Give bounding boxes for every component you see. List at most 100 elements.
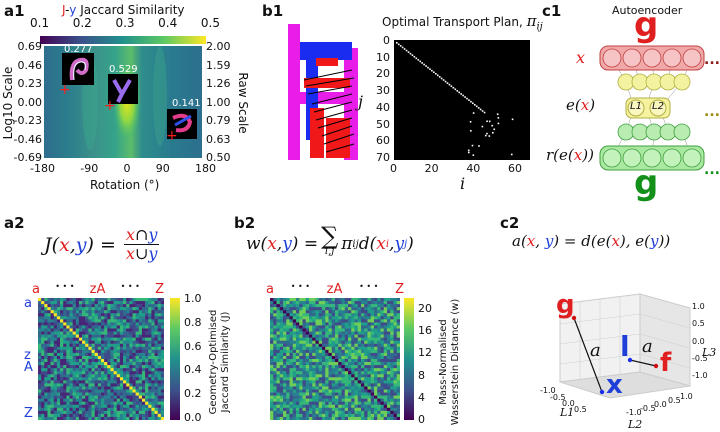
b2-colorbar-label: Mass-Normalised Wasserstein Distance (w)	[438, 298, 461, 426]
b1-transport-dot	[397, 43, 400, 46]
c2-point-x: x	[606, 370, 623, 400]
c1-latent-2: L2	[652, 101, 664, 112]
b1-transport-dot	[396, 42, 398, 44]
a1-marker-left: +	[59, 82, 71, 98]
panel-label-a2: a2	[4, 214, 25, 232]
b1-transport-dot	[475, 105, 478, 108]
a2-colorbar-ticks: 1.0 0.8 0.6 0.4 0.2 0.0	[184, 292, 202, 424]
b1-transport-dot	[438, 76, 441, 78]
b1-transport-dot	[415, 57, 418, 60]
a1-colorbar-title: J-y Jaccard Similarity	[62, 3, 185, 17]
c1-network-diagram	[599, 45, 705, 171]
b1-transport-dot	[467, 149, 470, 152]
a1-colorbar-ticks: 0.1 0.2 0.3 0.4 0.5	[30, 16, 220, 30]
a1-inset-right	[167, 109, 197, 139]
a1-band-right	[153, 46, 167, 146]
b1-transport-dot	[442, 79, 445, 81]
b1-transport-dot	[456, 90, 459, 92]
b1-transport-dot	[484, 134, 487, 137]
b1-transport-dot	[492, 131, 494, 134]
b1-transport-dot	[458, 91, 460, 94]
b1-transport-dot	[486, 120, 488, 123]
b1-transport-dot	[399, 45, 402, 47]
c2-z-ticks: 1.0 0.5 0.0 -0.5 -1.0	[692, 302, 708, 380]
b1-transport-dot	[472, 102, 474, 105]
b1-transport-dot	[427, 66, 429, 69]
b1-transport-dot	[460, 93, 462, 95]
b1-transport-dot	[497, 122, 500, 125]
b1-transport-dot	[486, 132, 488, 135]
b1-transport-dot	[493, 128, 496, 131]
b2-equation: w(x, y) = ∑ i,j π ij d(x i, y j)	[246, 222, 414, 257]
panel-label-b1: b1	[262, 2, 284, 20]
c2-x-ticks: -1.0 -0.5 0.0 0.5	[540, 386, 587, 414]
c2-axis-label-2: L2	[628, 418, 643, 431]
b1-transport-dot	[421, 62, 423, 64]
c1-label-rex: r(e(x))	[546, 146, 594, 164]
b1-transport-dot	[472, 112, 475, 114]
c2-edge-label-right: a	[642, 336, 653, 357]
c1-glyph-bottom: g	[634, 163, 659, 203]
b2-colorbar-ticks: 20 16 12 8 4 0	[418, 302, 432, 426]
a2-colorbar-label: Geometry-Optimised Jaccard Similarity (J…	[208, 309, 231, 415]
c1-glyph-top: g	[634, 5, 659, 45]
c1-latent-1: L1	[630, 101, 642, 112]
a2-side-labels: a z A Z	[24, 296, 33, 421]
b1-xlabel: i	[460, 174, 466, 193]
b1-transport-dot	[409, 52, 412, 55]
a1-ylabel-right: Raw Scale	[236, 72, 250, 134]
a2-similarity-matrix	[38, 298, 164, 420]
b1-transport-dot	[468, 99, 470, 101]
b1-transport-dot	[446, 82, 449, 84]
a1-marker-right: +	[166, 128, 178, 144]
b2-top-labels: a • • • zA • • • Z	[266, 282, 404, 297]
b1-transport-dot	[454, 88, 457, 91]
b1-title: Optimal Transport Plan, πij	[382, 12, 543, 33]
b1-transport-dot	[405, 49, 408, 52]
c2-equation: a(x, y) = d(e(x), e(y))	[512, 232, 671, 250]
b1-transport-dot	[477, 107, 480, 109]
a1-left-ticks: 0.69 0.46 0.23 0.00 -0.23 -0.46 -0.69	[13, 40, 42, 164]
b1-transport-dot	[479, 108, 482, 111]
a1-marker-center: +	[104, 98, 116, 114]
a1-ylabel-left: Log10 Scale	[1, 66, 15, 140]
a1-inset-left	[62, 53, 94, 85]
b1-transport-dot	[488, 135, 491, 137]
c2-axis-label-1: L1	[560, 406, 575, 419]
b1-transport-dot	[481, 125, 484, 128]
c1-label-x: x	[576, 48, 586, 67]
a1-title-dash: -	[65, 3, 70, 17]
b1-x-ticks: 0 20 40 60	[390, 162, 522, 175]
b1-transport-dot	[436, 74, 439, 77]
panel-label-b2: b2	[234, 214, 256, 232]
b1-transport-dot	[413, 55, 416, 58]
a2-colorbar	[170, 298, 180, 420]
a1-right-ticks: 2.00 1.59 1.26 1.00 0.79 0.63 0.50	[206, 40, 231, 164]
c2-edge-label-left: a	[590, 340, 601, 361]
b1-transport-dot	[483, 111, 486, 114]
c2-point-g: g	[556, 290, 575, 320]
c2-point-f: f	[660, 348, 672, 378]
c2-edge-l-f	[629, 359, 657, 367]
a1-annotation-left: 0.277	[64, 44, 93, 55]
b1-transport-dot	[407, 51, 410, 53]
b1-transport-dot	[474, 104, 476, 106]
c2-point-l: l	[620, 330, 630, 363]
panel-label-c2: c2	[500, 214, 520, 232]
c1-title: Autoencoder	[612, 4, 683, 17]
b1-transport-dot	[440, 77, 443, 80]
a1-annotation-right: 0.141	[172, 98, 201, 109]
b1-transport-dot	[452, 86, 455, 89]
b1-transport-dot	[470, 129, 472, 132]
panel-label-c1: c1	[542, 2, 562, 20]
a1-title-rest: Jaccard Similarity	[80, 3, 185, 17]
b1-transport-dot	[433, 71, 435, 74]
b1-transport-dot	[469, 120, 472, 123]
b1-ylabel: j	[358, 92, 363, 111]
b1-transport-dot	[448, 83, 451, 86]
b1-transport-dot	[511, 118, 514, 121]
a2-top-labels: a • • • zA • • • Z	[32, 282, 164, 297]
c2-edge-g-x	[573, 317, 603, 393]
b1-letter-overlay	[288, 24, 358, 160]
b1-transport-dot	[450, 85, 453, 87]
